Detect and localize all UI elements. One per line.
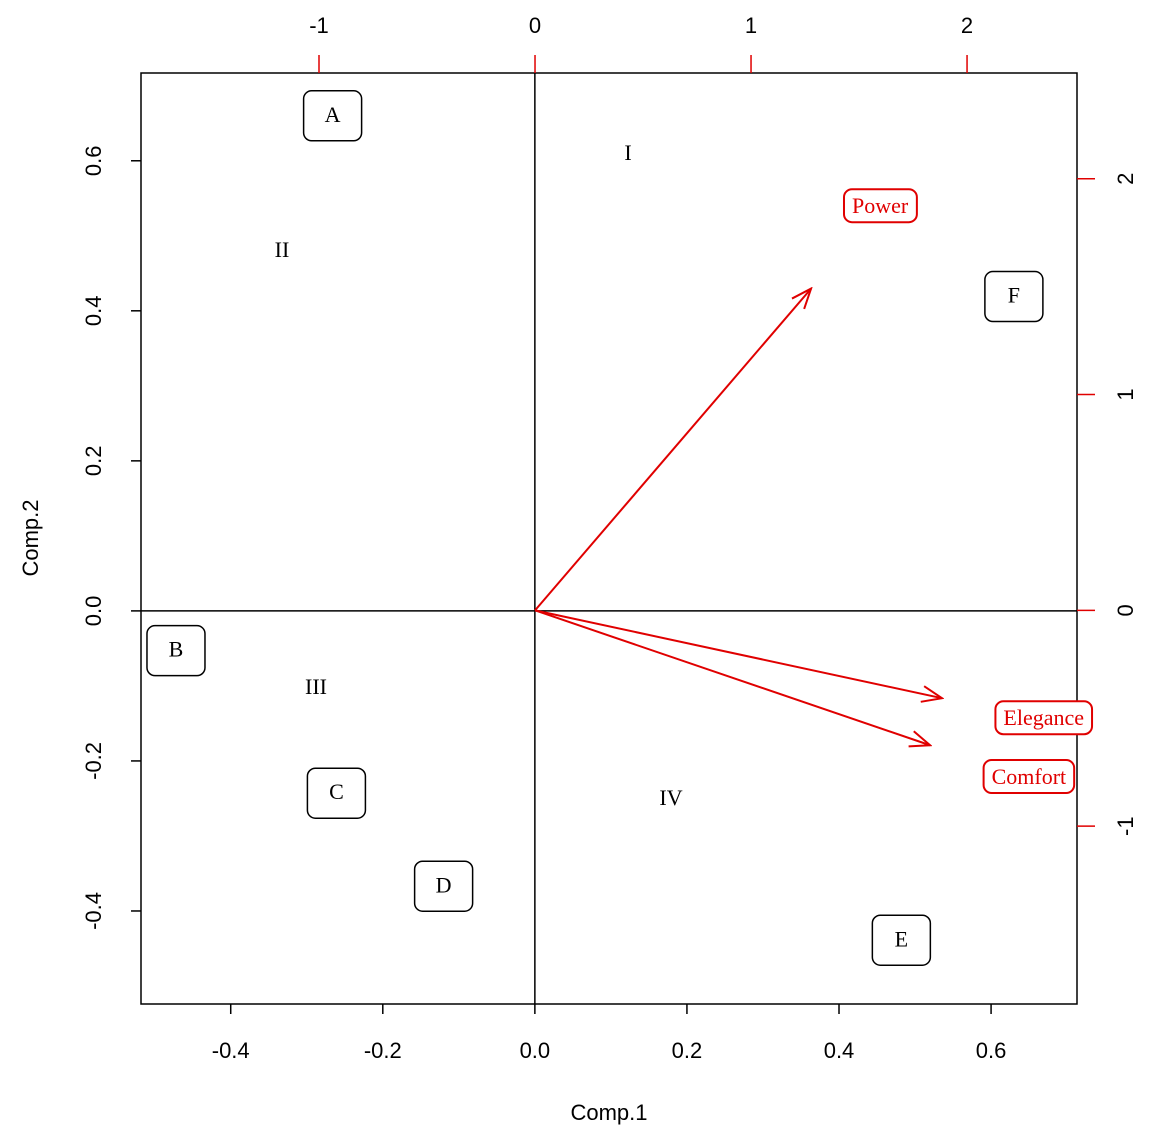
y-tick-label: -0.2: [81, 742, 106, 780]
y-tick-label: 0.6: [81, 145, 106, 176]
y-tick-label: 0.0: [81, 596, 106, 627]
y-tick-label: 0.4: [81, 296, 106, 327]
x2-tick-label: 2: [961, 13, 973, 38]
point-label: F: [1008, 283, 1020, 308]
y2-tick-label: -1: [1113, 816, 1138, 836]
y2-tick-label: 1: [1113, 388, 1138, 400]
arrow-label: Comfort: [992, 764, 1067, 789]
y-axis-label: Comp.2: [18, 499, 43, 576]
point-box: [871, 914, 932, 966]
x-axis-label: Comp.1: [570, 1100, 647, 1125]
point-box: [984, 270, 1044, 323]
loading-arrow: [534, 289, 811, 612]
x2-tick-label: 0: [529, 13, 541, 38]
x-tick-label: -0.4: [212, 1038, 250, 1063]
quadrant-label: II: [275, 237, 290, 262]
y2-tick-label: 2: [1113, 173, 1138, 185]
y2-tick-label: 0: [1113, 604, 1138, 616]
quadrant-label: I: [624, 140, 631, 165]
x-tick-label: 0.4: [824, 1038, 855, 1063]
y-tick-label: 0.2: [81, 446, 106, 477]
point-label: A: [325, 102, 341, 127]
arrow-label-box: [994, 700, 1094, 736]
arrow-label: Elegance: [1003, 705, 1084, 730]
y-tick-label: -0.4: [81, 892, 106, 930]
point-label: B: [169, 637, 184, 662]
loading-arrow: [534, 609, 930, 745]
point-box: [146, 624, 206, 677]
x-tick-label: 0.6: [976, 1038, 1007, 1063]
quadrant-label: IV: [659, 785, 682, 810]
x-tick-label: 0.0: [520, 1038, 551, 1063]
point-box: [306, 767, 367, 819]
point-box: [413, 860, 474, 912]
x2-tick-label: 1: [745, 13, 757, 38]
x-tick-label: -0.2: [364, 1038, 402, 1063]
point-label: D: [436, 872, 452, 897]
loading-arrow: [534, 609, 942, 698]
point-box: [302, 90, 363, 142]
plot-frame: [140, 72, 1078, 1005]
x2-tick-label: -1: [309, 13, 329, 38]
arrow-label-box: [982, 759, 1076, 795]
arrow-label: Power: [852, 193, 909, 218]
arrow-label-box: [842, 188, 918, 224]
quadrant-label: III: [305, 674, 327, 699]
x-tick-label: 0.2: [672, 1038, 703, 1063]
point-label: E: [895, 926, 908, 951]
point-label: C: [329, 779, 344, 804]
